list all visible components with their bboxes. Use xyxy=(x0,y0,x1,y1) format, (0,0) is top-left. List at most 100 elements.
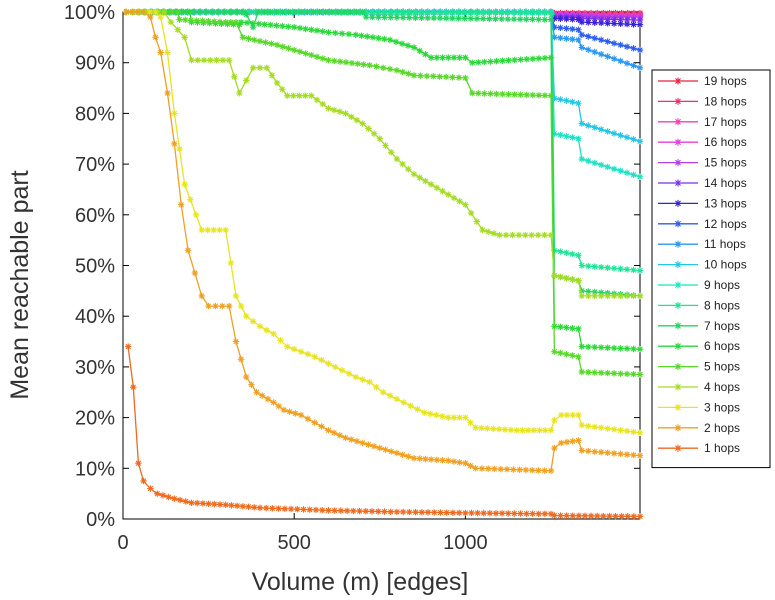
series-marker xyxy=(513,427,520,434)
series-marker xyxy=(376,135,383,142)
series-marker xyxy=(290,24,298,31)
series-marker xyxy=(674,322,682,330)
series-marker xyxy=(147,13,154,21)
series-marker xyxy=(610,55,618,62)
series-marker xyxy=(370,443,378,450)
series-marker xyxy=(342,110,349,117)
series-marker xyxy=(334,8,342,16)
series-marker xyxy=(535,16,542,23)
series-marker xyxy=(617,167,624,175)
series-marker xyxy=(591,263,598,270)
series-marker xyxy=(450,414,458,421)
series-marker xyxy=(232,292,240,300)
series-marker xyxy=(511,56,518,64)
series-marker xyxy=(331,57,338,65)
series-marker xyxy=(612,13,619,20)
series-line xyxy=(126,11,641,178)
series-marker xyxy=(585,15,592,22)
series-line xyxy=(126,11,641,434)
series-marker xyxy=(206,19,213,27)
series-marker xyxy=(517,91,524,98)
series-marker xyxy=(563,15,570,23)
series-4-hops xyxy=(123,8,644,300)
y-tick-label: 40% xyxy=(75,306,115,328)
series-marker xyxy=(202,8,210,16)
series-marker xyxy=(490,425,497,433)
series-marker xyxy=(473,218,480,225)
series-marker xyxy=(287,505,295,513)
series-marker xyxy=(623,266,631,273)
series-marker xyxy=(255,20,263,28)
series-marker xyxy=(316,8,323,16)
y-tick-label: 70% xyxy=(75,154,115,176)
series-marker xyxy=(236,21,243,28)
series-marker xyxy=(610,344,618,352)
series-marker xyxy=(416,47,423,55)
series-marker xyxy=(504,15,512,23)
legend-entry: 15 hops xyxy=(658,156,747,170)
series-marker xyxy=(304,8,311,16)
series-marker xyxy=(456,198,463,205)
series-marker xyxy=(422,51,429,58)
series-marker xyxy=(557,24,564,32)
series-marker xyxy=(674,261,682,269)
series-5-hops xyxy=(123,8,644,378)
series-marker xyxy=(636,64,644,71)
series-marker xyxy=(535,510,542,517)
series-marker xyxy=(456,54,463,61)
series-marker xyxy=(467,15,475,22)
series-marker xyxy=(399,9,406,16)
series-marker xyxy=(439,187,446,195)
legend-label: 10 hops xyxy=(704,258,747,272)
series-marker xyxy=(557,248,564,255)
series-marker xyxy=(268,40,275,47)
series-marker xyxy=(417,9,425,16)
series-marker xyxy=(499,57,506,64)
series-marker xyxy=(222,501,229,509)
legend-entry: 7 hops xyxy=(658,319,740,333)
series-marker xyxy=(182,498,189,505)
series-marker xyxy=(251,504,258,511)
series-marker xyxy=(128,8,136,16)
series-marker xyxy=(630,136,637,143)
series-marker xyxy=(225,302,233,310)
series-marker xyxy=(359,439,366,447)
series-marker xyxy=(578,120,585,127)
series-marker xyxy=(456,414,463,421)
series-marker xyxy=(374,9,381,16)
legend-label: 19 hops xyxy=(704,74,747,88)
series-marker xyxy=(160,8,168,16)
series-marker xyxy=(285,45,292,52)
series-marker xyxy=(386,9,394,16)
series-marker xyxy=(275,402,282,410)
series-marker xyxy=(439,413,446,420)
series-marker xyxy=(591,292,598,300)
series-marker xyxy=(462,460,469,467)
series-marker xyxy=(433,456,441,464)
series-marker xyxy=(399,68,406,76)
x-axis-ticks: 0 500 1000 xyxy=(117,12,488,554)
series-marker xyxy=(594,13,601,20)
series-marker xyxy=(190,8,198,16)
series-marker xyxy=(578,15,585,22)
legend-label: 3 hops xyxy=(704,400,740,414)
series-marker xyxy=(472,465,479,472)
series-marker xyxy=(597,126,605,133)
series-marker xyxy=(558,411,565,419)
series-marker xyxy=(188,499,195,506)
series-marker xyxy=(610,450,618,457)
legend-label: 16 hops xyxy=(704,135,747,149)
legend-label: 1 hops xyxy=(704,441,740,455)
series-marker xyxy=(352,373,360,381)
series-marker xyxy=(485,228,492,235)
series-marker xyxy=(199,17,206,25)
series-marker xyxy=(200,56,208,64)
series-3-hops xyxy=(123,8,644,437)
series-marker xyxy=(575,26,582,33)
series-marker xyxy=(469,59,476,66)
series-marker xyxy=(436,73,443,80)
series-marker xyxy=(490,230,498,237)
series-marker xyxy=(264,395,272,403)
series-marker xyxy=(623,169,631,177)
series-marker xyxy=(348,59,356,67)
